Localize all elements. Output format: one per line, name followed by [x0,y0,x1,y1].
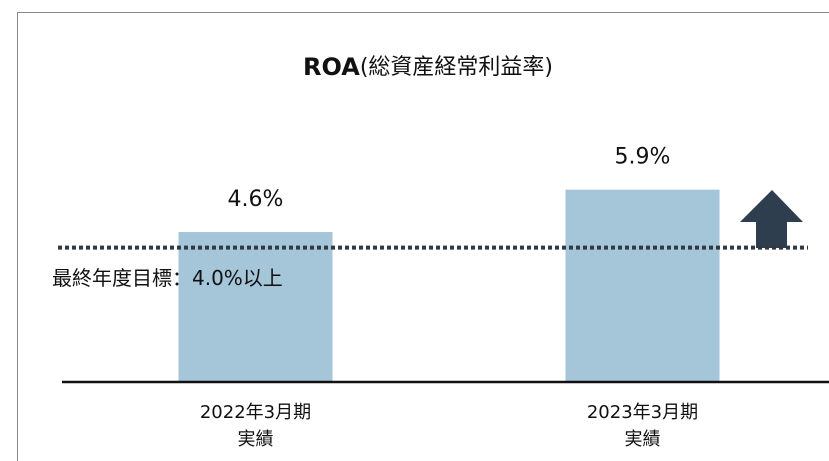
x-tick-label: 2022年3月期 [200,402,311,423]
bar [565,189,720,382]
target-label: 最終年度目標：4.0%以上 [52,266,283,290]
x-tick-label: 実績 [625,429,661,450]
bar [178,232,333,382]
plot [178,189,720,382]
value-label: 5.9% [615,145,671,170]
up-arrow [740,190,803,248]
x-tick-label: 実績 [238,429,274,450]
title-bold: ROA [303,53,360,81]
x-tick-label: 2023年3月期 [587,402,698,423]
title-suffix: (総資産経常利益率) [360,55,553,80]
chart-title: ROA(総資産経常利益率) [303,53,553,81]
value-label: 4.6% [228,187,284,212]
